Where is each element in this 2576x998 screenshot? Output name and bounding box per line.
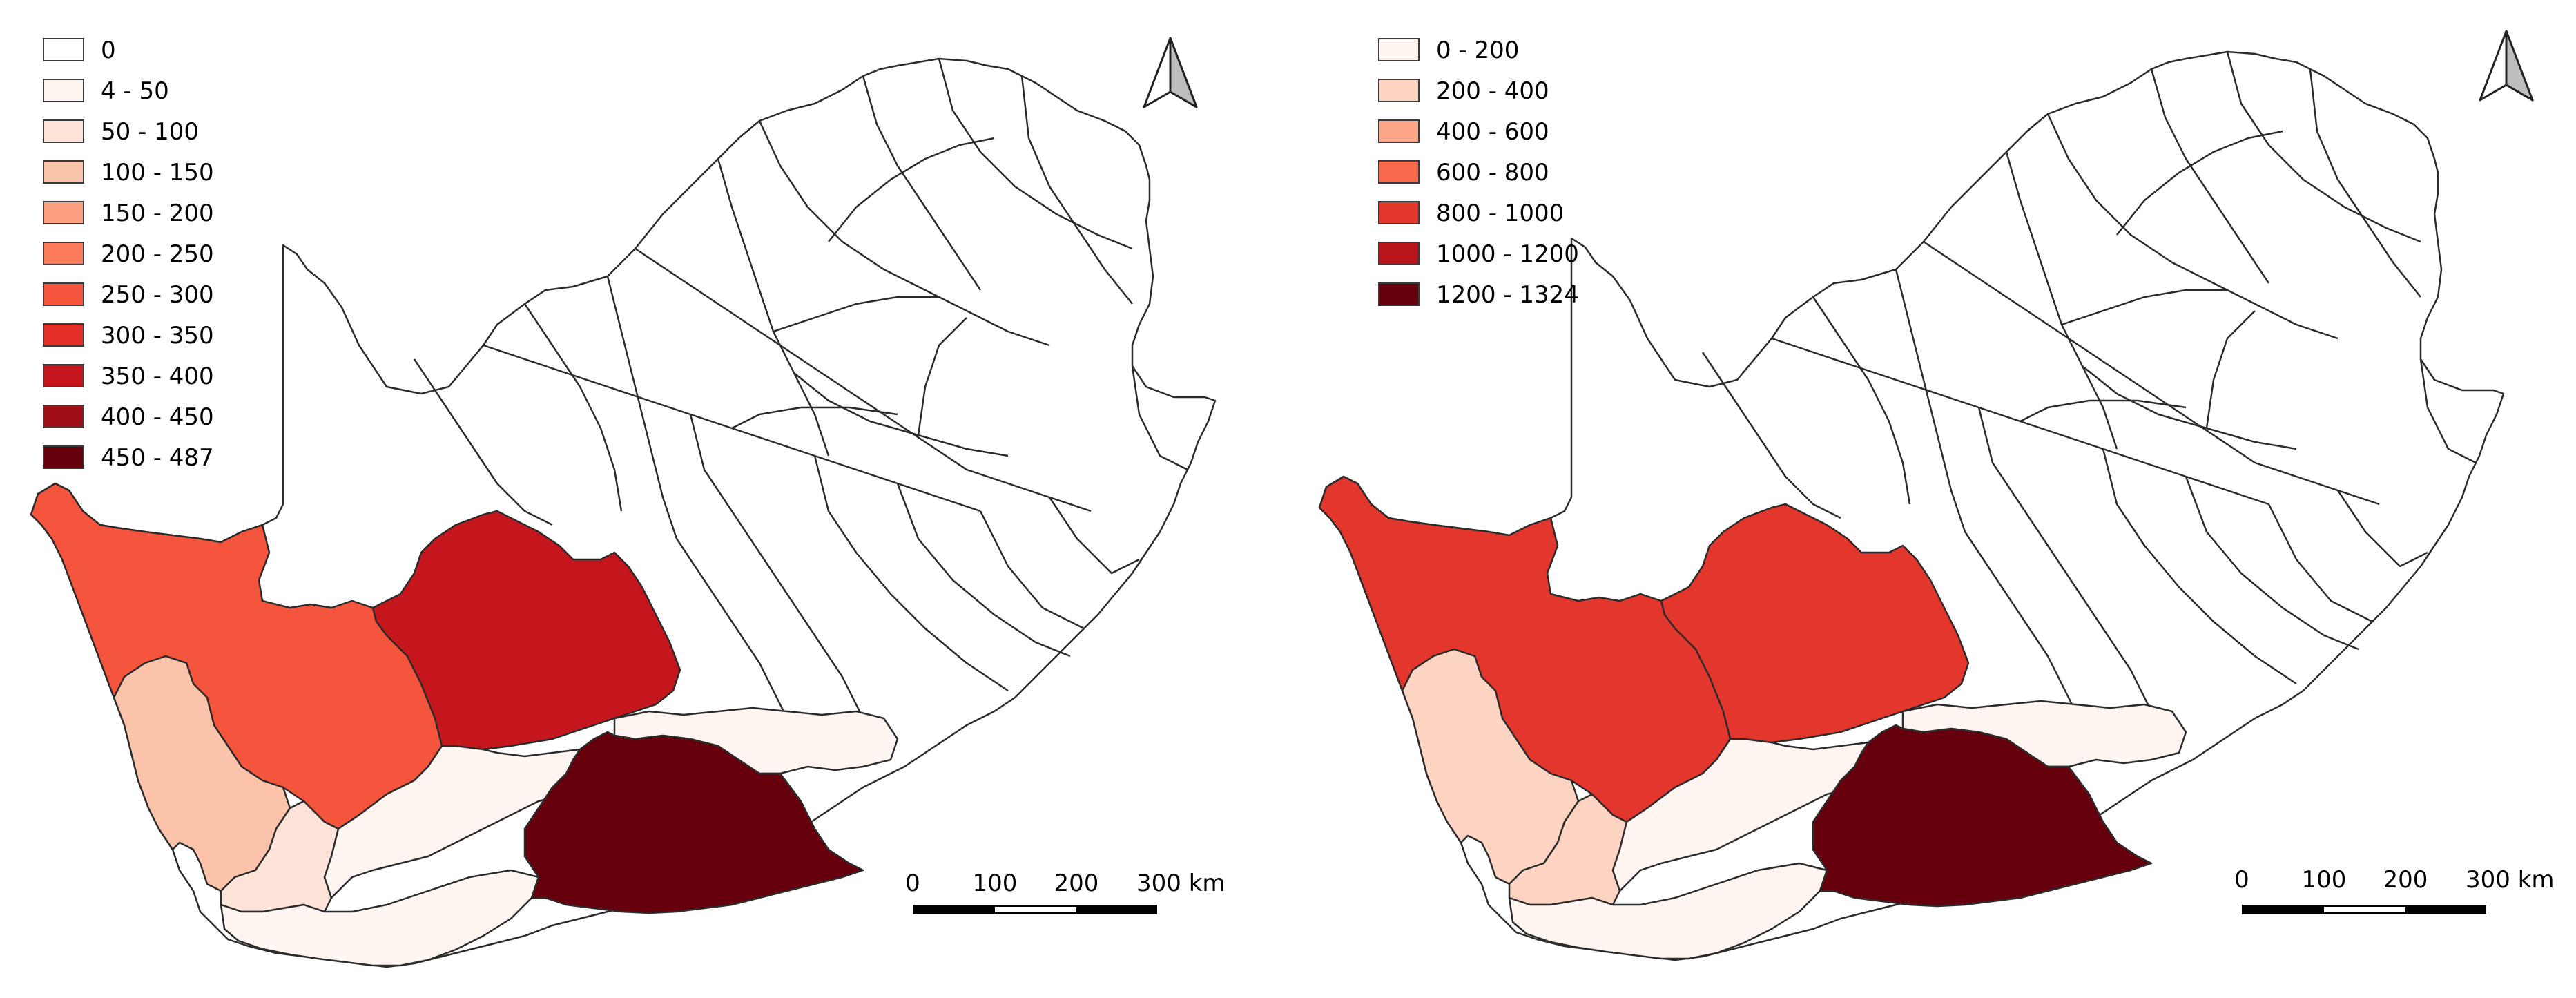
scale-label-0: 0	[2234, 866, 2249, 894]
legend-label: 1000 - 1200	[1436, 240, 1579, 268]
district-region-g	[371, 510, 681, 751]
north-arrow-icon	[2479, 30, 2534, 102]
legend-swatch	[43, 79, 84, 102]
district-region-h	[523, 731, 864, 914]
legend-label: 450 - 487	[101, 444, 214, 472]
legend-swatch	[1378, 119, 1420, 143]
legend-label: 800 - 1000	[1436, 200, 1565, 227]
scale-label-300-km: 300 km	[1136, 870, 1226, 897]
legend-swatch	[1378, 201, 1420, 224]
legend-label: 1200 - 1324	[1436, 281, 1579, 309]
legend-label: 600 - 800	[1436, 159, 1549, 186]
legend-label: 350 - 400	[101, 363, 214, 390]
legend-swatch	[43, 445, 84, 469]
legend-label: 50 - 100	[101, 118, 200, 146]
legend-swatch	[1378, 79, 1420, 102]
legend-swatch	[1378, 38, 1420, 61]
scale-label-200: 200	[2383, 866, 2428, 894]
legend-swatch	[1378, 282, 1420, 306]
choropleth-map-right: 0 100 200 300 km	[1318, 30, 2555, 961]
choropleth-map-left: 0 100 200 300 km	[30, 37, 1226, 968]
legend-swatch	[43, 160, 84, 184]
scale-label-0: 0	[905, 870, 920, 897]
legend-swatch	[1378, 160, 1420, 184]
district-region-h	[1812, 724, 2153, 908]
scale-label-100: 100	[2302, 866, 2347, 894]
legend-label: 400 - 450	[101, 403, 214, 431]
district-region-d	[220, 869, 540, 967]
scale-label-300-km: 300 km	[2466, 866, 2555, 894]
legend-swatch	[43, 282, 84, 306]
legend-swatch	[43, 119, 84, 143]
legend-label: 200 - 250	[101, 240, 214, 268]
legend-label: 300 - 350	[101, 322, 214, 349]
district-region-g	[1660, 503, 1970, 744]
legend-swatch	[1378, 242, 1420, 265]
map-panel-left: 0 100 200 300 km 0 4 - 50 50 - 100 100 -…	[30, 37, 1226, 968]
legend-label: 200 - 400	[1436, 77, 1549, 105]
map-panel-right: 0 100 200 300 km 0 - 200 200 - 400 400 -…	[1288, 0, 2576, 998]
scale-bar: 0 100 200 300 km	[905, 870, 1226, 914]
legend-label: 100 - 150	[101, 159, 214, 186]
legend-label: 0	[101, 37, 116, 64]
legend-label: 4 - 50	[101, 77, 169, 105]
district-region-d	[1508, 862, 1828, 960]
legend-swatch	[43, 201, 84, 224]
scale-bar: 0 100 200 300 km	[2234, 866, 2555, 914]
legend-swatch	[43, 323, 84, 347]
legend-swatch	[43, 364, 84, 387]
legend-swatch	[43, 405, 84, 428]
north-arrow-icon	[1143, 37, 1198, 108]
legend-label: 0 - 200	[1436, 37, 1520, 64]
legend-label: 400 - 600	[1436, 118, 1549, 146]
legend-swatch	[43, 242, 84, 265]
legend-label: 150 - 200	[101, 200, 214, 227]
scale-label-100: 100	[973, 870, 1018, 897]
legend-swatch	[43, 38, 84, 61]
scale-label-200: 200	[1054, 870, 1099, 897]
legend-label: 250 - 300	[101, 281, 214, 309]
